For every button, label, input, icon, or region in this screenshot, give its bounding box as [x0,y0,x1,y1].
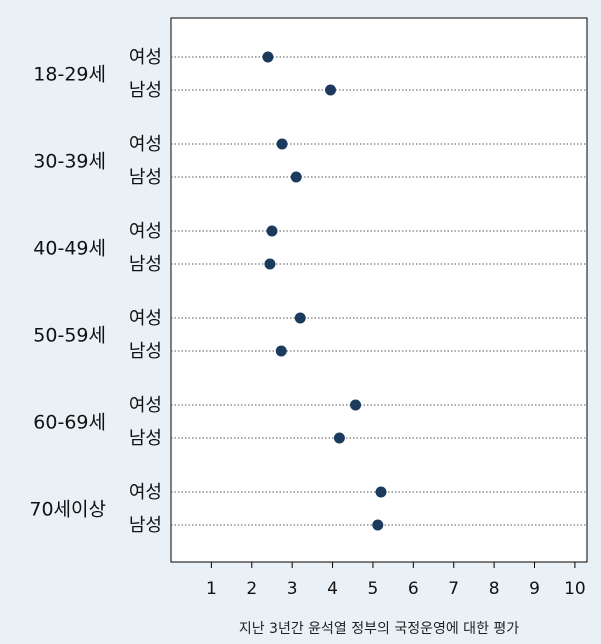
data-point [294,312,306,324]
row-labels: 18-29세여성남성30-39세여성남성40-49세여성남성50-59세여성남성… [29,47,162,536]
data-points [262,51,387,531]
data-point [325,84,337,96]
row-label: 남성 [129,515,162,536]
x-axis-ticks: 1 2 3 4 5 6 7 8 9 10 [206,562,586,599]
row-label: 남성 [129,341,162,362]
x-tick-label: 1 [206,579,217,599]
x-tick-label: 5 [368,579,379,599]
data-point [350,399,362,411]
group-label: 30-39세 [33,151,106,173]
data-point [264,258,276,270]
row-label: 여성 [129,308,162,329]
group-label: 70세이상 [29,499,106,521]
x-axis-title: 지난 3년간 윤석열 정부의 국정운영에 대한 평가 [239,621,519,637]
x-tick-label: 8 [489,579,500,599]
row-label: 여성 [129,134,162,155]
data-point [333,432,345,444]
row-label: 남성 [129,428,162,449]
row-label: 남성 [129,80,162,101]
data-point [262,51,274,63]
row-label: 여성 [129,395,162,416]
row-label: 여성 [129,221,162,242]
data-point [372,519,384,531]
group-label: 40-49세 [33,238,106,260]
grid-lines [171,56,587,526]
group-label: 60-69세 [33,412,106,434]
data-point [275,345,287,357]
x-tick-label: 9 [529,579,540,599]
row-label: 여성 [129,47,162,68]
data-point [266,225,278,237]
x-tick-label: 4 [327,579,338,599]
x-tick-label: 10 [564,579,586,599]
x-tick-label: 3 [287,579,298,599]
row-label: 남성 [129,254,162,275]
x-tick-label: 6 [408,579,419,599]
x-tick-label: 7 [448,579,459,599]
plot-area [170,17,588,563]
group-label: 18-29세 [33,64,106,86]
data-point [290,171,302,183]
data-point [375,486,387,498]
row-label: 여성 [129,482,162,503]
row-label: 남성 [129,167,162,188]
x-tick-label: 2 [246,579,257,599]
group-label: 50-59세 [33,325,106,347]
data-point [276,138,288,150]
